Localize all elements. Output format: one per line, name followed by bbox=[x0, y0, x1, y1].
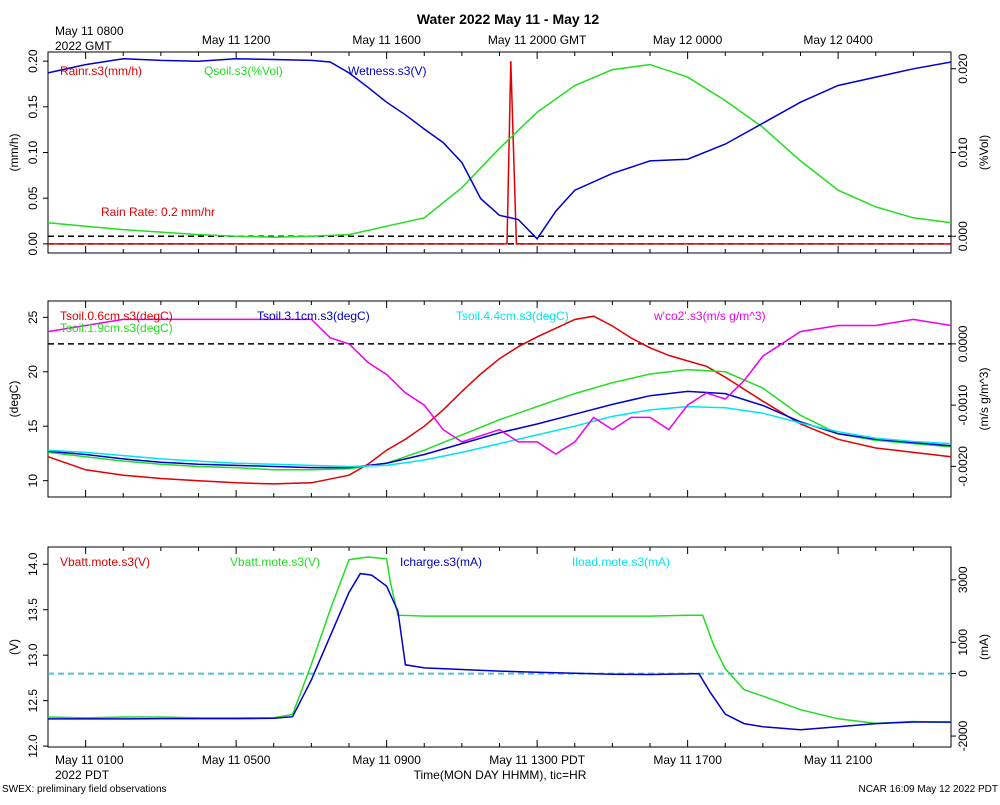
left-axis-title: (mm/h) bbox=[7, 134, 21, 172]
left-tick-label: 13.5 bbox=[26, 598, 40, 622]
bottom-tick-label: May 11 2100 bbox=[804, 753, 873, 767]
bottom-axis-labels: May 11 0500 May 11 0900 May 11 1300 PDT May… bbox=[202, 753, 873, 767]
legend-entry: Tsoil.4.4cm.s3(degC) bbox=[456, 309, 569, 323]
x-axis-label: Time(MON DAY HHMM), tic=HR bbox=[414, 768, 587, 782]
left-tick-label: 0.10 bbox=[26, 140, 40, 164]
right-tick-label: 0 bbox=[956, 670, 970, 677]
left-tick-label: 12.0 bbox=[26, 734, 40, 758]
left-tick-label: 0.20 bbox=[26, 49, 40, 73]
top-tick-label: May 11 1600 bbox=[352, 33, 421, 47]
bottom-axis-start-line1: May 11 0100 bbox=[55, 753, 124, 767]
left-tick-label: 15 bbox=[26, 419, 40, 433]
legend-entry: Tsoil.1.9cm.s3(degC) bbox=[60, 321, 173, 335]
series-line bbox=[48, 61, 951, 245]
legend-entry: w'co2'.s3(m/s g/m^3) bbox=[653, 309, 766, 323]
top-axis-labels: May 11 1200 May 11 1600 May 11 2000 GMT May… bbox=[202, 33, 873, 47]
right-tick-label: -2000 bbox=[956, 720, 970, 751]
right-axis-title: (m/s g/m^3) bbox=[977, 368, 991, 431]
left-tick-label: 10 bbox=[26, 474, 40, 488]
legend-entry: Tsoil.0.6cm.s3(degC) bbox=[60, 309, 173, 323]
top-tick-label: May 11 2000 GMT bbox=[488, 33, 587, 47]
left-tick-label: 0.15 bbox=[26, 95, 40, 119]
right-tick-label: 1000 bbox=[956, 629, 970, 656]
rain-rate-annotation: Rain Rate: 0.2 mm/hr bbox=[101, 205, 215, 219]
chart-title: Water 2022 May 11 - May 12 bbox=[417, 11, 600, 27]
series-line bbox=[47, 318, 952, 455]
right-tick-label: -0.0010 bbox=[956, 384, 970, 425]
panel-frame bbox=[47, 300, 952, 498]
left-tick-label: 13.0 bbox=[26, 643, 40, 667]
top-tick-label: May 11 1200 bbox=[202, 33, 271, 47]
legend-entry: Wetness.s3(V) bbox=[348, 64, 426, 78]
left-axis-title: (degC) bbox=[7, 381, 21, 418]
left-tick-label: 0.00 bbox=[26, 232, 40, 256]
left-tick-label: 0.05 bbox=[26, 186, 40, 210]
right-tick-label: -0.0020 bbox=[956, 446, 970, 487]
top-tick-label: May 12 0000 bbox=[653, 33, 723, 47]
right-tick-label: 3000 bbox=[956, 566, 970, 593]
top-axis-start-line1: May 11 0800 bbox=[55, 24, 124, 38]
series-line bbox=[47, 368, 952, 471]
left-tick-label: 25 bbox=[26, 310, 40, 324]
bottom-tick-label: May 11 1700 bbox=[653, 753, 722, 767]
series-line bbox=[47, 556, 952, 725]
left-axis-title: (V) bbox=[7, 639, 21, 655]
bottom-tick-label: May 11 0500 bbox=[202, 753, 271, 767]
panel-frame bbox=[47, 51, 952, 254]
left-tick-label: 12.5 bbox=[26, 689, 40, 713]
right-axis-title: (mA) bbox=[977, 634, 991, 660]
legend-entry: Tsoil.3.1cm.s3(degC) bbox=[257, 309, 370, 323]
right-tick-label: 0.020 bbox=[956, 53, 970, 83]
legend-entry: Vbatt.mote.s3(V) bbox=[60, 555, 150, 569]
right-tick-label: 0.0000 bbox=[956, 325, 970, 362]
bottom-tick-label: May 11 0900 bbox=[352, 753, 421, 767]
series-line bbox=[48, 572, 951, 731]
top-axis-start-line2: 2022 GMT bbox=[55, 39, 112, 53]
panel-soil-temperature: 10 15 20 25 0.0000 -0.0010 -0.0020 (degC) (m/s g… bbox=[7, 300, 991, 498]
legend-entry: Vbatt.mote.s3(V) bbox=[230, 555, 320, 569]
series-line bbox=[47, 390, 952, 469]
panel-battery: 12.0 12.5 13.0 13.5 14.0 -2000 0 1000 3000 (V) (mA… bbox=[7, 546, 991, 758]
right-tick-label: 0.000 bbox=[956, 221, 970, 251]
legend-entry: Rainr.s3(mm/h) bbox=[60, 64, 142, 78]
footer-right: NCAR 16:09 May 12 2022 PDT bbox=[858, 784, 998, 795]
series-line bbox=[47, 63, 952, 238]
bottom-axis-start-line2: 2022 PDT bbox=[55, 768, 110, 782]
legend-entry: Iload.mote.s3(mA) bbox=[572, 555, 670, 569]
footer-left: SWEX: preliminary field observations bbox=[2, 784, 167, 795]
series-line bbox=[47, 315, 952, 485]
legend-entry: Qsoil.s3(%Vol) bbox=[204, 64, 283, 78]
right-tick-label: 0.010 bbox=[956, 137, 970, 167]
panel-water: 0.00 0.05 0.10 0.15 0.20 0.000 0.010 0.020 (mm/h… bbox=[7, 49, 991, 255]
series-line bbox=[47, 405, 952, 468]
legend-entry: Icharge.s3(mA) bbox=[400, 555, 482, 569]
left-tick-label: 20 bbox=[26, 365, 40, 379]
left-tick-label: 14.0 bbox=[26, 552, 40, 576]
top-tick-label: May 12 0400 bbox=[803, 33, 873, 47]
series-line bbox=[47, 57, 952, 240]
bottom-tick-label: May 11 1300 PDT bbox=[489, 753, 585, 767]
right-axis-title: (%Vol) bbox=[977, 135, 991, 170]
